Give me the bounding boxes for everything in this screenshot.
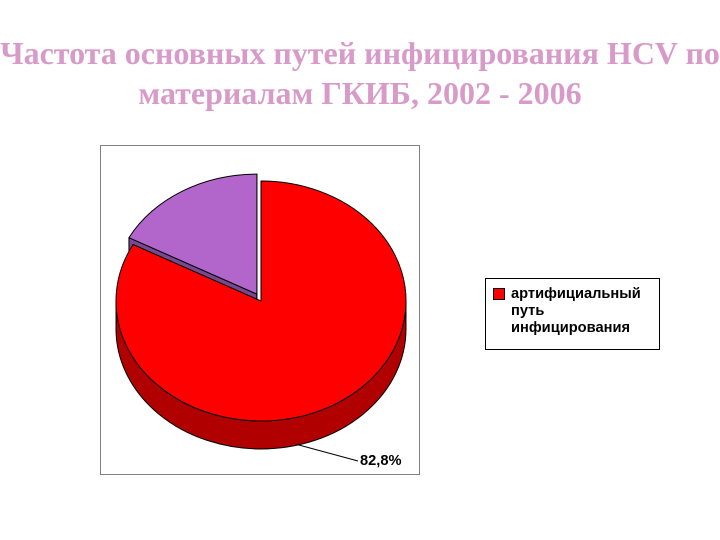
slide: Частота основных путей инфицирования HCV…	[0, 0, 720, 540]
pie-data-label: 82,8%	[360, 453, 402, 469]
chart-frame	[100, 145, 420, 475]
slide-title: Частота основных путей инфицирования HCV…	[0, 33, 720, 113]
legend-swatch-icon	[493, 288, 505, 300]
legend-label: артифициальный путь инфицирования	[511, 286, 652, 337]
chart-legend: артифициальный путь инфицирования	[485, 278, 660, 350]
pie-chart	[101, 146, 421, 476]
